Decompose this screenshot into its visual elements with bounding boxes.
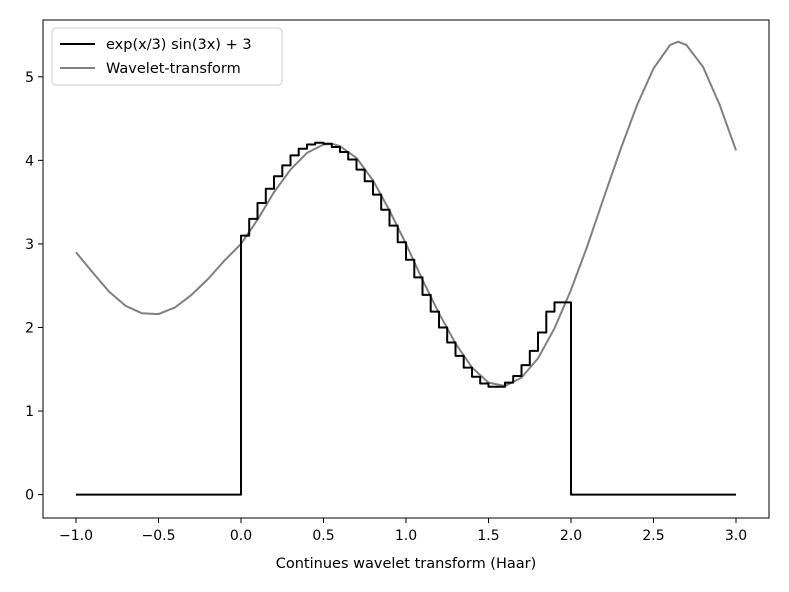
legend-box xyxy=(51,27,283,86)
x-tick-label: 2.5 xyxy=(642,528,664,544)
x-tick-label: 1.0 xyxy=(395,528,417,544)
y-tick-label: 2 xyxy=(25,320,34,336)
x-tick-label: −1.0 xyxy=(59,528,93,544)
x-tick-label: 0.0 xyxy=(230,528,252,544)
x-tick-label: 2.0 xyxy=(560,528,582,544)
legend-label-series-1: exp(x/3) sin(3x) + 3 xyxy=(106,37,252,53)
y-tick-label: 0 xyxy=(25,488,34,504)
legend-label-series-2: Wavelet-transform xyxy=(106,61,241,77)
x-tick-label: 0.5 xyxy=(312,528,334,544)
x-axis-label: Continues wavelet transform (Haar) xyxy=(276,556,537,572)
x-tick-label: −0.5 xyxy=(142,528,176,544)
x-tick-label: 1.5 xyxy=(477,528,499,544)
legend: exp(x/3) sin(3x) + 3 Wavelet-transform xyxy=(51,27,283,86)
y-tick-label: 1 xyxy=(25,404,34,420)
series-line-1 xyxy=(76,141,736,496)
y-tick-label: 3 xyxy=(25,237,34,253)
x-tick-label: 3.0 xyxy=(725,528,747,544)
y-axis-ticks: 0 1 2 3 4 5 xyxy=(25,70,43,504)
x-axis-ticks: −1.0 −0.5 0.0 0.5 1.0 1.5 2.0 2.5 3.0 xyxy=(59,518,747,544)
y-tick-label: 4 xyxy=(25,153,34,169)
plot-area xyxy=(42,19,770,519)
y-tick-label: 5 xyxy=(25,70,34,86)
series-layer xyxy=(75,40,737,496)
